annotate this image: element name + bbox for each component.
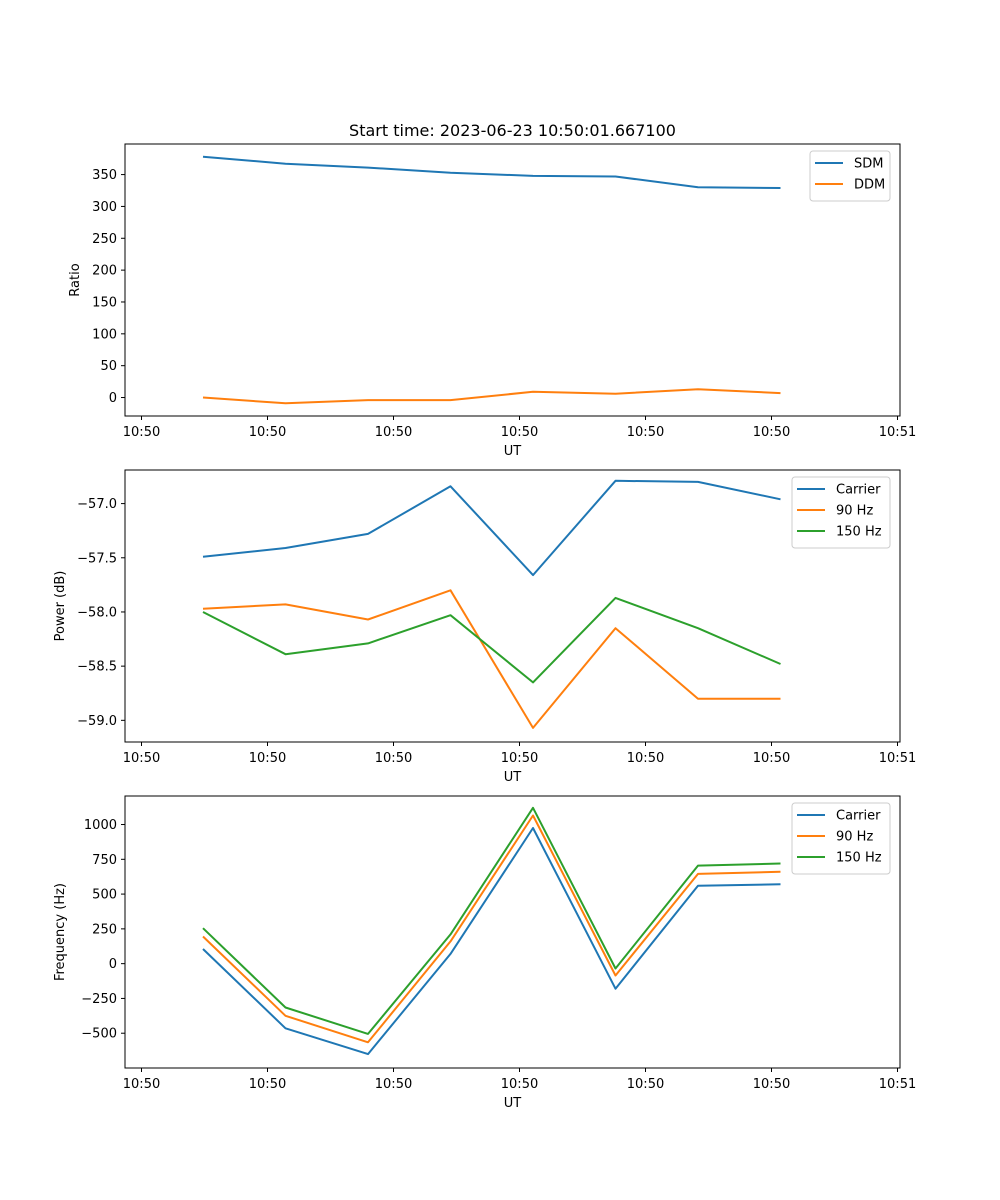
- x-axis-label: UT: [504, 444, 522, 459]
- series-line-90-hz: [202, 814, 781, 1044]
- series-line-carrier: [202, 827, 781, 1056]
- x-tick-label: 10:50: [501, 751, 538, 766]
- series-line-sdm: [202, 155, 781, 189]
- x-tick-label: 10:50: [627, 751, 664, 766]
- x-tick-label: 10:50: [375, 1077, 412, 1092]
- x-tick-label: 10:50: [501, 1077, 538, 1092]
- y-tick-label: 1000: [84, 818, 117, 833]
- legend-label: 150 Hz: [836, 851, 882, 866]
- y-tick-label: −57.5: [77, 551, 117, 566]
- legend-label: 150 Hz: [836, 525, 882, 540]
- x-tick-label: 10:50: [249, 1077, 286, 1092]
- x-tick-label: 10:50: [753, 1077, 790, 1092]
- x-tick-label: 10:50: [375, 751, 412, 766]
- y-tick-label: 500: [92, 888, 117, 903]
- y-tick-label: −57.0: [77, 497, 117, 512]
- x-tick-label: 10:50: [627, 1077, 664, 1092]
- x-tick-label: 10:50: [375, 425, 412, 440]
- y-axis-label: Power (dB): [53, 571, 68, 642]
- series-line-ddm: [202, 388, 781, 405]
- series-line-150-hz: [202, 806, 781, 1035]
- legend-label: Carrier: [836, 483, 881, 498]
- y-axis-label: Frequency (Hz): [53, 883, 68, 981]
- y-tick-label: −250: [81, 992, 117, 1007]
- y-tick-label: −500: [81, 1027, 117, 1042]
- legend: SDM DDM: [809, 150, 891, 202]
- power-subplot: 10:50 10:50 10:50 10:50 10:50 10:50 10:51 −57.0…: [53, 469, 916, 785]
- series-line-carrier: [202, 479, 781, 577]
- x-tick-label: 10:50: [753, 751, 790, 766]
- x-tick-label: 10:50: [123, 751, 160, 766]
- figure-title: Start time: 2023-06-23 10:50:01.667100: [349, 121, 676, 140]
- legend-label: 90 Hz: [836, 504, 873, 519]
- x-tick-label: 10:51: [879, 425, 916, 440]
- y-tick-label: 350: [92, 168, 117, 183]
- axes-frame: [124, 143, 901, 417]
- y-tick-label: 50: [100, 359, 117, 374]
- axes-frame: [124, 795, 901, 1069]
- legend-label: Carrier: [836, 809, 881, 824]
- legend: Carrier 90 Hz 150 Hz: [791, 802, 891, 875]
- y-tick-label: 300: [92, 200, 117, 215]
- y-tick-label: 750: [92, 853, 117, 868]
- y-tick-label: 150: [92, 295, 117, 310]
- y-tick-label: 0: [109, 391, 117, 406]
- y-tick-label: 0: [109, 957, 117, 972]
- legend: Carrier 90 Hz 150 Hz: [791, 476, 891, 549]
- legend-label: SDM: [854, 157, 883, 172]
- legend-label: 90 Hz: [836, 830, 873, 845]
- x-tick-label: 10:50: [249, 425, 286, 440]
- axes-frame: [124, 469, 901, 743]
- y-tick-label: 100: [92, 327, 117, 342]
- y-tick-label: −58.0: [77, 605, 117, 620]
- legend-label: DDM: [854, 178, 885, 193]
- y-tick-label: −58.5: [77, 660, 117, 675]
- y-tick-label: −59.0: [77, 714, 117, 729]
- x-tick-label: 10:51: [879, 751, 916, 766]
- y-tick-label: 200: [92, 264, 117, 279]
- x-tick-label: 10:50: [627, 425, 664, 440]
- ratio-subplot: 10:50 10:50 10:50 10:50 10:50 10:50 10:51 0 50 10…: [68, 143, 916, 459]
- x-tick-label: 10:50: [123, 425, 160, 440]
- x-tick-label: 10:50: [501, 425, 538, 440]
- x-tick-label: 10:50: [123, 1077, 160, 1092]
- y-tick-label: 250: [92, 922, 117, 937]
- x-axis-label: UT: [504, 1096, 522, 1111]
- x-tick-label: 10:50: [753, 425, 790, 440]
- y-tick-label: 250: [92, 232, 117, 247]
- frequency-subplot: 10:50 10:50 10:50 10:50 10:50 10:50 10:51 −500 −…: [53, 795, 916, 1111]
- x-axis-label: UT: [504, 770, 522, 785]
- x-tick-label: 10:50: [249, 751, 286, 766]
- x-tick-label: 10:51: [879, 1077, 916, 1092]
- series-line-90-hz: [202, 589, 781, 729]
- y-axis-label: Ratio: [68, 263, 83, 296]
- series-line-150-hz: [202, 596, 781, 684]
